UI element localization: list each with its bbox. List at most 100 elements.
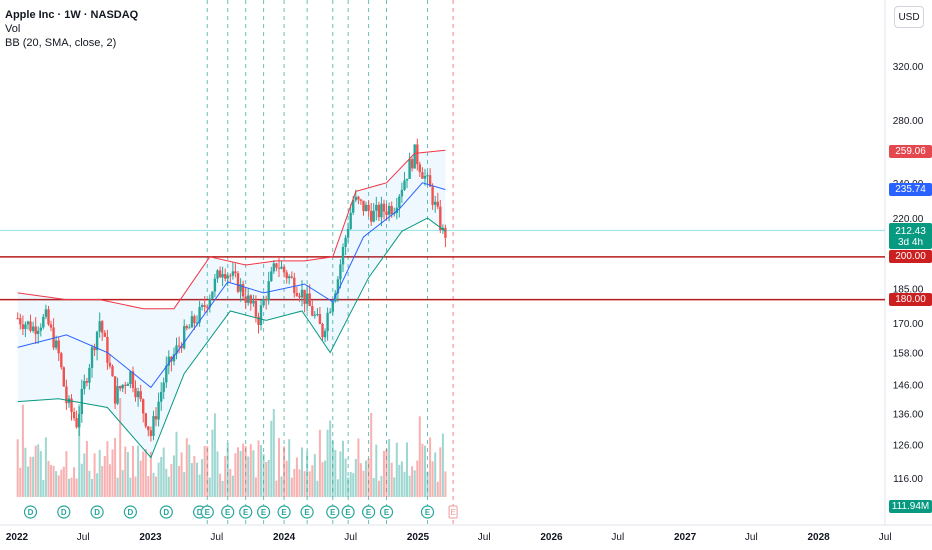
- candle-body: [344, 237, 347, 247]
- candle-body: [305, 293, 309, 304]
- candle-body: [188, 327, 191, 329]
- volume-bar: [324, 460, 327, 497]
- candle-body: [354, 196, 357, 201]
- volume-bar: [185, 438, 188, 497]
- candle-body: [277, 267, 281, 269]
- candle-body: [387, 206, 391, 215]
- volume-bar: [298, 469, 301, 497]
- volume-bar: [388, 439, 391, 497]
- volume-bar: [275, 480, 278, 497]
- candle-body: [119, 386, 122, 389]
- candle-body: [413, 144, 416, 169]
- bollinger-bands-label[interactable]: BB (20, SMA, close, 2): [5, 37, 117, 49]
- candle-body: [352, 200, 355, 213]
- candle-body: [239, 284, 242, 292]
- volume-bar: [55, 471, 58, 497]
- volume-bar: [32, 456, 35, 497]
- volume-bar: [167, 476, 170, 497]
- volume-bar: [147, 476, 150, 497]
- volume-bar: [372, 478, 375, 497]
- dividend-earnings-marker: [379, 505, 394, 519]
- y-tick-label: 116.00: [893, 474, 923, 485]
- volume-bar: [329, 420, 332, 497]
- candle-body: [37, 330, 40, 334]
- volume-bar: [434, 452, 437, 497]
- candle-body: [62, 367, 65, 387]
- candle-body: [149, 430, 153, 436]
- candle-body: [26, 321, 30, 325]
- candle-body: [436, 201, 439, 207]
- volume-bar: [75, 478, 78, 497]
- volume-bar: [98, 449, 101, 497]
- volume-bar: [85, 441, 88, 497]
- candle-body: [60, 353, 63, 368]
- candle-body: [144, 413, 147, 427]
- volume-bar: [237, 447, 239, 497]
- candle-body: [44, 309, 48, 317]
- candle-body: [364, 204, 368, 212]
- volume-bar: [244, 446, 247, 497]
- candle-body: [236, 273, 240, 292]
- x-tick-label: Jul: [344, 532, 357, 543]
- event-marker-letter: D: [28, 508, 34, 517]
- volume-bar: [339, 451, 342, 497]
- volume-bar: [421, 443, 424, 497]
- candle-body: [142, 399, 145, 414]
- candle-body: [29, 321, 32, 331]
- candle-body: [162, 382, 165, 392]
- volume-bar: [198, 474, 201, 497]
- candle-body: [200, 305, 204, 307]
- candle-body: [93, 347, 96, 351]
- candle-body: [290, 276, 293, 278]
- candle-body: [313, 314, 316, 316]
- candle-body: [367, 204, 370, 211]
- volume-bar: [213, 413, 216, 497]
- dividend-earnings-marker: [420, 505, 435, 519]
- volume-bar: [188, 444, 191, 497]
- event-marker-letter: D: [197, 508, 203, 517]
- y-tick-label: 136.00: [893, 409, 924, 420]
- dividend-earnings-marker: [239, 505, 253, 519]
- event-marker-letter: E: [281, 508, 287, 517]
- upcoming-earnings-letter: E: [450, 508, 455, 517]
- volume-bar: [134, 476, 137, 497]
- x-tick-label: Jul: [77, 532, 90, 543]
- volume-bar: [285, 460, 288, 497]
- candle-body: [180, 345, 183, 349]
- candle-body: [65, 386, 68, 404]
- candle-body: [423, 176, 427, 179]
- volume-bar: [19, 467, 22, 497]
- dividend-earnings-marker: [90, 505, 104, 519]
- candle-body: [131, 371, 135, 388]
- volume-bar: [311, 465, 314, 497]
- volume-bar: [60, 469, 63, 497]
- candle-body: [295, 292, 299, 296]
- event-marker-letter: E: [304, 508, 310, 517]
- candle-body: [124, 384, 127, 386]
- symbol-title[interactable]: Apple Inc · 1W · NASDAQ: [5, 9, 139, 21]
- candle-body: [405, 178, 409, 181]
- currency-button[interactable]: USD: [894, 6, 924, 28]
- volume-bar: [70, 477, 73, 497]
- candle-body: [265, 299, 268, 301]
- candle-body: [385, 211, 388, 215]
- candle-body: [78, 414, 81, 428]
- candle-body: [316, 314, 319, 316]
- volume-indicator-label[interactable]: Vol: [5, 23, 21, 35]
- candle-body: [439, 206, 442, 230]
- candle-body: [418, 164, 421, 173]
- candle-body: [341, 247, 345, 265]
- x-tick-label: Jul: [879, 532, 892, 543]
- volume-bar: [375, 444, 378, 497]
- dividend-earnings-marker: [300, 505, 314, 519]
- candle-body: [203, 305, 206, 307]
- volume-bar: [267, 460, 270, 497]
- event-marker-letter: E: [261, 508, 267, 517]
- candle-body: [157, 401, 160, 420]
- volume-bar: [132, 446, 134, 497]
- volume-bar: [367, 458, 370, 497]
- candle-body: [147, 426, 150, 431]
- candle-body: [208, 298, 211, 308]
- volume-bar: [365, 460, 367, 497]
